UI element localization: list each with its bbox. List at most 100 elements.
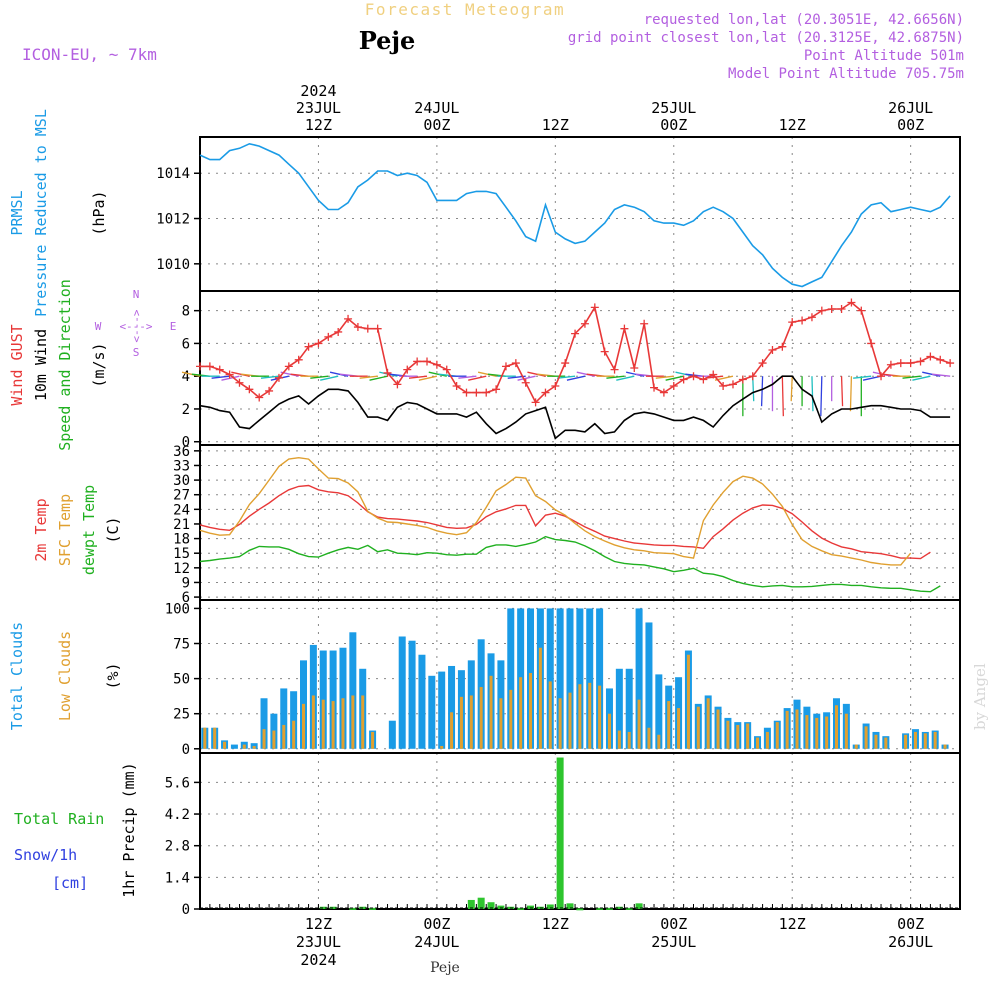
total-cloud-bar bbox=[260, 698, 268, 749]
gust-marker bbox=[689, 372, 698, 381]
wind-arrow bbox=[932, 373, 951, 377]
gust-marker bbox=[324, 332, 333, 341]
gust-marker bbox=[274, 373, 283, 382]
gust-marker bbox=[847, 298, 856, 307]
low-cloud-bar bbox=[677, 708, 681, 749]
wind-arrow bbox=[517, 375, 536, 381]
gust-marker bbox=[798, 316, 807, 325]
low-cloud-bar bbox=[598, 685, 602, 749]
gridpoint-coords: grid point closest lon,lat (20.3125E, 42… bbox=[568, 30, 964, 46]
low-cloud-bar bbox=[854, 744, 858, 749]
time-label-bottom: 26JUL bbox=[888, 933, 933, 951]
gust-marker bbox=[896, 359, 905, 368]
wind-arrow bbox=[369, 375, 388, 381]
y-tick-label: 15 bbox=[173, 546, 190, 562]
gust-marker bbox=[600, 347, 609, 356]
gust-marker bbox=[215, 365, 224, 374]
gust-marker bbox=[719, 382, 728, 391]
total-cloud-bar bbox=[566, 608, 574, 749]
low-cloud-bar bbox=[805, 715, 809, 749]
low-cloud-bar bbox=[904, 734, 908, 749]
total-cloud-bar bbox=[448, 665, 456, 749]
requested-coords: requested lon,lat (20.3051E, 42.6656N) bbox=[644, 12, 964, 28]
compass-w: W bbox=[95, 320, 102, 333]
low-cloud-bar bbox=[262, 729, 266, 749]
low-cloud-bar bbox=[469, 695, 473, 749]
y-tick-label: 9 bbox=[182, 575, 190, 591]
low-cloud-bar bbox=[913, 731, 917, 749]
wind-arrow bbox=[616, 375, 635, 381]
series-line bbox=[200, 301, 951, 404]
low-cloud-bar bbox=[351, 695, 355, 749]
low-cloud-bar bbox=[282, 724, 286, 749]
total-cloud-bar bbox=[438, 671, 446, 749]
low-cloud-bar bbox=[686, 654, 690, 749]
gust-marker bbox=[255, 393, 264, 402]
precip-bar bbox=[349, 907, 357, 910]
gust-marker bbox=[531, 398, 540, 407]
credit-text: by Angel bbox=[971, 663, 989, 730]
low-cloud-bar bbox=[252, 745, 256, 749]
precip-bar bbox=[319, 906, 327, 909]
low-cloud-bar bbox=[696, 706, 700, 749]
low-cloud-bar bbox=[795, 709, 799, 749]
gust-marker bbox=[501, 362, 510, 371]
gust-marker bbox=[353, 323, 362, 332]
time-label-top: 12Z bbox=[542, 116, 569, 134]
y-tick-label: 0 bbox=[182, 742, 190, 758]
gust-marker bbox=[640, 319, 649, 328]
low-cloud-bar bbox=[311, 695, 315, 749]
y-tick-label: 4 bbox=[182, 369, 190, 385]
series-line bbox=[199, 535, 941, 593]
gust-marker bbox=[472, 388, 481, 397]
wind-arrow bbox=[820, 376, 823, 417]
gust-marker bbox=[235, 378, 244, 387]
low-cloud-bar bbox=[242, 744, 246, 749]
gust-marker bbox=[669, 382, 678, 391]
y-tick-label: 1014 bbox=[156, 166, 190, 182]
time-label-top: 24JUL bbox=[414, 99, 459, 117]
low-cloud-bar bbox=[667, 701, 671, 749]
wind-arrow bbox=[181, 371, 201, 377]
time-label-bottom: 12Z bbox=[779, 915, 806, 933]
low-cloud-bar bbox=[825, 716, 829, 749]
low-cloud-bar bbox=[440, 745, 444, 749]
low-cloud-bar bbox=[302, 703, 306, 749]
precip-bar bbox=[556, 757, 564, 909]
low-cloud-bar bbox=[933, 731, 937, 749]
low-cloud-bar bbox=[617, 730, 621, 749]
wind-arrow bbox=[477, 371, 497, 377]
time-label-top: 12Z bbox=[305, 116, 332, 134]
gust-marker bbox=[482, 388, 491, 397]
total-cloud-bar bbox=[349, 632, 357, 749]
gust-marker bbox=[590, 303, 599, 312]
gust-marker bbox=[817, 306, 826, 315]
precip-bar bbox=[329, 906, 337, 909]
low-cloud-bar bbox=[923, 733, 927, 749]
wind-arrow bbox=[752, 376, 755, 402]
precip-bar bbox=[576, 908, 584, 911]
low-cloud-bar bbox=[558, 698, 562, 749]
low-cloud-bar bbox=[775, 722, 779, 749]
compass-arrows-vertical: <---> bbox=[130, 309, 143, 342]
precip-bar bbox=[605, 907, 613, 910]
total-cloud-bar bbox=[388, 720, 396, 749]
wind-arrow bbox=[840, 376, 844, 407]
gust-marker bbox=[561, 359, 570, 368]
gust-marker bbox=[580, 319, 589, 328]
wind-arrow bbox=[655, 375, 674, 379]
point-altitude: Point Altitude 501m bbox=[804, 48, 964, 64]
wind-arrow bbox=[781, 376, 784, 417]
y-tick-label: 8 bbox=[182, 304, 190, 320]
snow-unit-label: [cm] bbox=[52, 874, 88, 892]
wind-arrow bbox=[359, 375, 378, 379]
series-line bbox=[199, 142, 951, 288]
wind-arrow bbox=[231, 371, 250, 377]
gust-marker bbox=[284, 362, 293, 371]
y-tick-label: 33 bbox=[173, 458, 190, 474]
time-label-bottom: 12Z bbox=[542, 915, 569, 933]
panel-label: (C) bbox=[104, 516, 122, 543]
total-cloud-bar bbox=[546, 608, 554, 749]
gust-marker bbox=[857, 306, 866, 315]
